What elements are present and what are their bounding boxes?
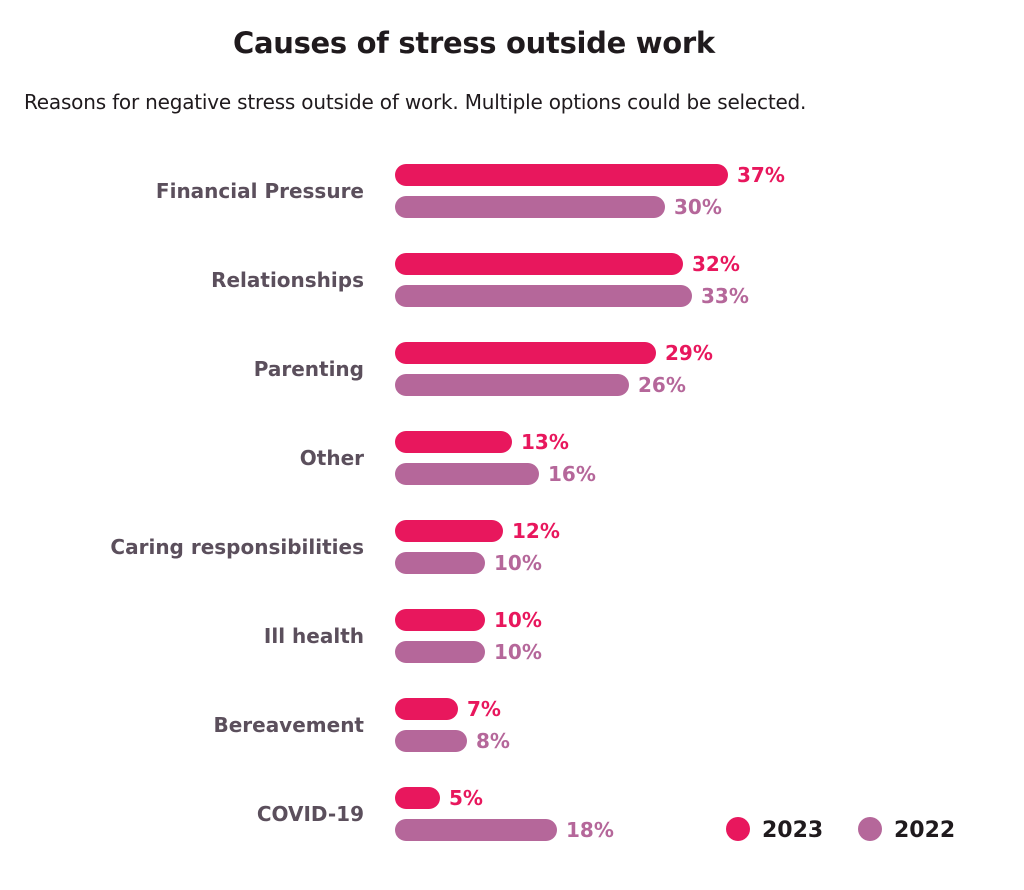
legend-label-2022: 2022 xyxy=(894,818,955,843)
category-label: Financial Pressure xyxy=(156,179,364,203)
value-label-2023: 32% xyxy=(692,252,740,276)
value-label-2023: 7% xyxy=(467,697,501,721)
value-label-2022: 16% xyxy=(548,462,596,486)
legend-label-2023: 2023 xyxy=(762,818,823,843)
value-label-2022: 10% xyxy=(494,551,542,575)
value-label-2022: 8% xyxy=(476,729,510,753)
value-label-2022: 30% xyxy=(674,195,722,219)
bar-2023 xyxy=(395,164,728,186)
bar-2022 xyxy=(395,196,665,218)
bars-layer: Financial Pressure 37% 30% Relationships 32%… xyxy=(110,163,784,842)
bar-2022 xyxy=(395,641,485,663)
chart-subtitle: Reasons for negative stress outside of w… xyxy=(24,90,807,114)
bar-2022 xyxy=(395,463,539,485)
bar-2023 xyxy=(395,609,485,631)
bar-2022 xyxy=(395,374,629,396)
bar-2023 xyxy=(395,431,512,453)
bar-2023 xyxy=(395,787,440,809)
legend: 2023 2022 xyxy=(726,817,955,843)
category-label: Ill health xyxy=(264,624,364,648)
category-label: Caring responsibilities xyxy=(110,535,364,559)
value-label-2023: 29% xyxy=(665,341,713,365)
value-label-2022: 18% xyxy=(566,818,614,842)
value-label-2023: 12% xyxy=(512,519,560,543)
bar-2023 xyxy=(395,698,458,720)
category-label: Relationships xyxy=(211,268,364,292)
bar-2023 xyxy=(395,253,683,275)
bar-2023 xyxy=(395,520,503,542)
value-label-2022: 26% xyxy=(638,373,686,397)
category-label: COVID-19 xyxy=(257,802,364,826)
bar-2022 xyxy=(395,285,692,307)
legend-marker-2023 xyxy=(726,817,750,841)
value-label-2022: 10% xyxy=(494,640,542,664)
legend-marker-2022 xyxy=(858,817,882,841)
value-label-2022: 33% xyxy=(701,284,749,308)
category-label: Parenting xyxy=(254,357,364,381)
bar-2022 xyxy=(395,819,557,841)
bar-2022 xyxy=(395,552,485,574)
category-label: Bereavement xyxy=(213,713,364,737)
bar-2022 xyxy=(395,730,467,752)
value-label-2023: 37% xyxy=(737,163,785,187)
value-label-2023: 10% xyxy=(494,608,542,632)
category-label: Other xyxy=(300,446,364,470)
value-label-2023: 5% xyxy=(449,786,483,810)
value-label-2023: 13% xyxy=(521,430,569,454)
bar-2023 xyxy=(395,342,656,364)
chart-title: Causes of stress outside work xyxy=(233,26,715,60)
